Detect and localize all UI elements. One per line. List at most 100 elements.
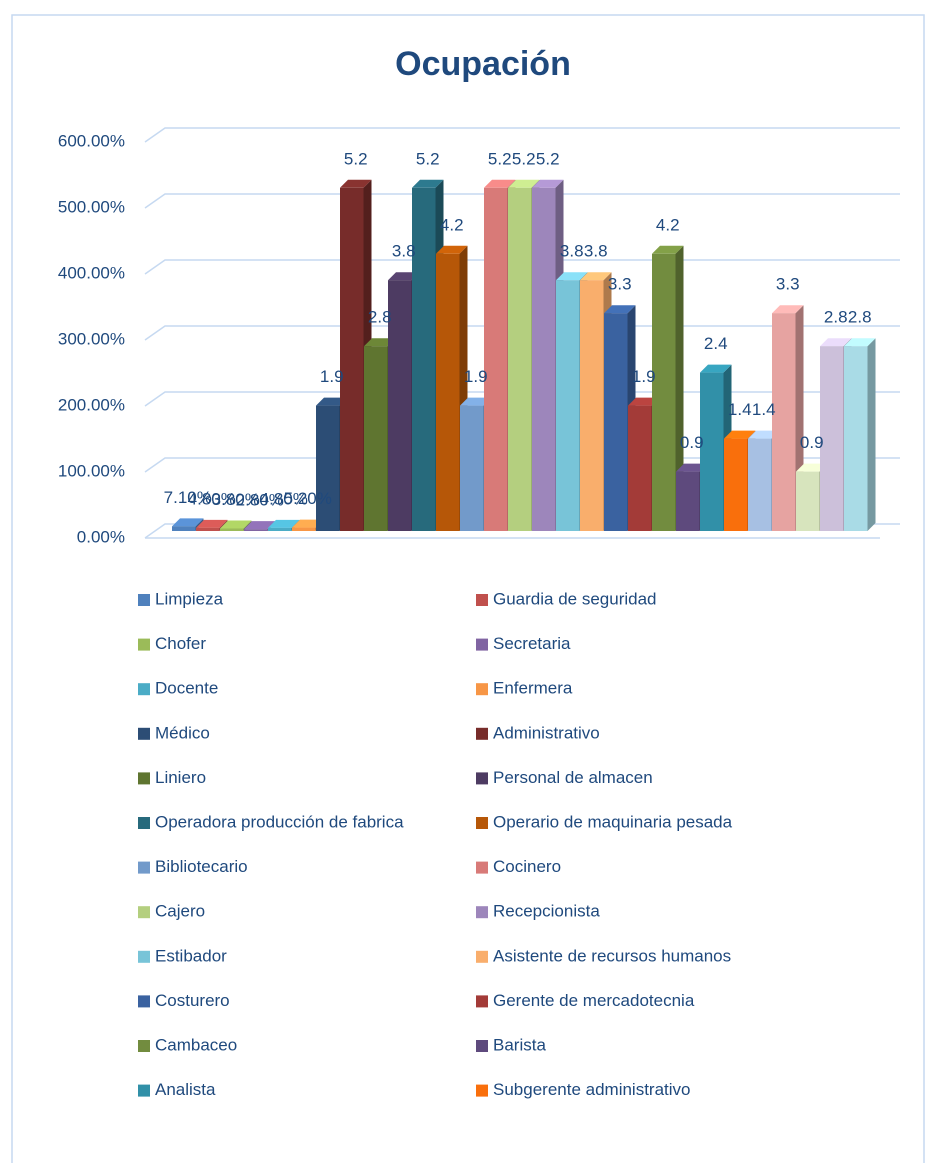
legend-label: Cocinero	[493, 857, 561, 876]
legend-label: Docente	[155, 679, 218, 698]
bar-top	[316, 397, 348, 406]
bar-top	[724, 430, 756, 439]
bar-top	[844, 338, 876, 347]
bar-top	[388, 272, 420, 281]
legend-swatch	[138, 772, 150, 785]
bar-top	[172, 518, 204, 527]
legend-label: Estibador	[155, 946, 227, 965]
bar-top	[580, 272, 612, 281]
bar	[796, 471, 820, 531]
value-label: 3.8	[392, 242, 416, 261]
legend-swatch	[138, 1084, 150, 1097]
value-label: 3.8	[560, 242, 584, 261]
value-label: 1.9	[464, 367, 488, 386]
bar	[412, 187, 436, 532]
legend-label: Analista	[155, 1080, 216, 1099]
bar-top	[772, 305, 804, 314]
value-label: 4.2	[656, 215, 680, 234]
bar-top	[508, 179, 540, 188]
legend-label: Cambaceo	[155, 1035, 237, 1054]
bar-top	[748, 430, 780, 439]
y-tick-label: 300.00%	[58, 329, 125, 348]
value-label: 5.2	[488, 149, 512, 168]
value-label: 4.80%	[260, 489, 308, 508]
value-label: 1.4	[752, 400, 776, 419]
y-tick-label: 500.00%	[58, 197, 125, 216]
bar-top	[820, 338, 852, 347]
value-label: 3.3	[608, 275, 632, 294]
bar	[172, 526, 196, 531]
legend-swatch	[476, 1084, 488, 1097]
bar-side	[867, 338, 876, 531]
legend-swatch	[138, 727, 150, 740]
bar-top	[340, 179, 372, 188]
bar	[748, 438, 772, 531]
legend-swatch	[138, 995, 150, 1008]
bar-top	[484, 179, 516, 188]
value-label: 2.8	[368, 308, 392, 327]
bar-top	[652, 245, 684, 254]
bar-top	[436, 245, 468, 254]
value-label: 5.20%	[284, 489, 332, 508]
value-label: 1.9	[632, 367, 656, 386]
bar	[484, 187, 508, 532]
bar	[316, 405, 340, 531]
bar	[532, 187, 556, 532]
legend-label: Chofer	[155, 634, 206, 653]
value-label: 1.4	[728, 400, 752, 419]
legend-label: Limpieza	[155, 589, 224, 608]
value-label: 5.2	[536, 149, 560, 168]
bar-top	[196, 519, 228, 528]
legend-label: Operario de maquinaria pesada	[493, 812, 733, 831]
value-label: 2.80%	[236, 491, 284, 510]
legend-label: Recepcionista	[493, 902, 600, 921]
legend-swatch	[138, 861, 150, 874]
legend-swatch	[138, 638, 150, 651]
bar	[652, 253, 676, 532]
legend-swatch	[138, 683, 150, 696]
value-label: 5.2	[416, 149, 440, 168]
chart-frame	[11, 14, 925, 1163]
legend-label: Secretaria	[493, 634, 571, 653]
legend-swatch	[138, 1040, 150, 1052]
legend-label: Asistente de recursos humanos	[493, 946, 731, 965]
legend-swatch	[476, 906, 488, 919]
bar-top	[244, 521, 276, 530]
legend-swatch	[476, 995, 488, 1008]
bar	[724, 438, 748, 531]
legend-swatch	[476, 638, 488, 651]
bar-top	[532, 179, 564, 188]
legend-label: Costurero	[155, 991, 230, 1010]
bar	[772, 313, 796, 531]
bar	[676, 471, 700, 531]
bar-top	[268, 519, 300, 528]
value-label: 4.2	[440, 215, 464, 234]
bar-top	[292, 519, 324, 528]
value-label: 3.8	[584, 242, 608, 261]
value-label: 7.10%	[164, 488, 212, 507]
legend-swatch	[476, 1040, 488, 1052]
legend-swatch	[476, 772, 488, 785]
grid-line	[144, 193, 900, 209]
chart-title: Ocupación	[395, 45, 571, 83]
bar	[460, 405, 484, 531]
legend-label: Subgerente administrativo	[493, 1080, 691, 1099]
bar	[388, 280, 412, 531]
legend-label: Bibliotecario	[155, 857, 248, 876]
legend-label: Enfermera	[493, 679, 573, 698]
value-label: 2.8	[848, 308, 872, 327]
value-label: 5.2	[344, 149, 368, 168]
bar	[604, 313, 628, 531]
legend-label: Médico	[155, 723, 210, 742]
bar	[220, 528, 244, 531]
value-label: 0.9	[680, 433, 704, 452]
legend-swatch	[476, 727, 488, 740]
legend-label: Liniero	[155, 768, 206, 787]
bar	[436, 253, 460, 532]
bar-top	[412, 179, 444, 188]
y-tick-label: 100.00%	[58, 461, 125, 480]
value-label: 2.8	[824, 308, 848, 327]
bar-side	[675, 245, 684, 532]
legend-swatch	[138, 906, 150, 919]
